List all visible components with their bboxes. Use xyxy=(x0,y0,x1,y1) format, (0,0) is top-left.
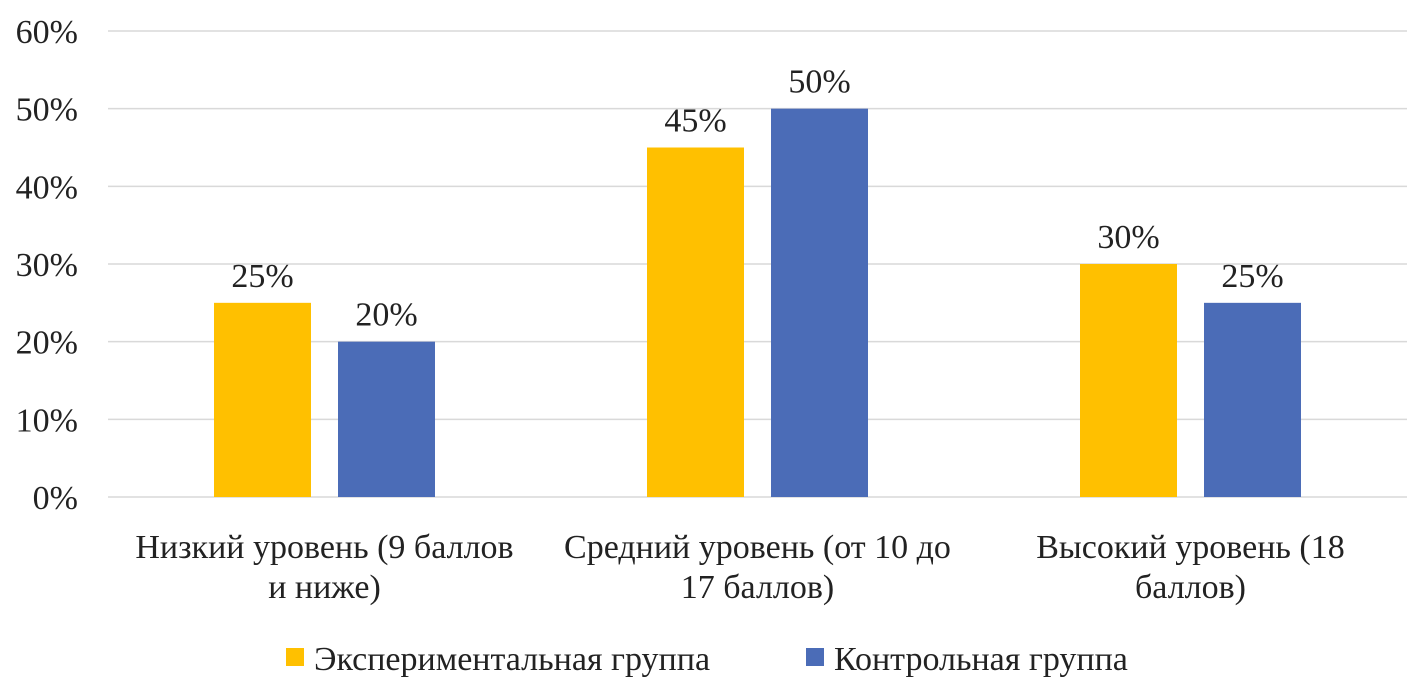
y-tick-label: 30% xyxy=(16,247,78,284)
legend-label: Экспериментальная группа xyxy=(314,641,710,678)
data-label: 45% xyxy=(664,103,726,140)
data-label: 50% xyxy=(788,64,850,101)
data-label: 25% xyxy=(1221,258,1283,295)
y-tick-label: 40% xyxy=(16,169,78,206)
bar xyxy=(1080,264,1177,497)
y-tick-label: 50% xyxy=(16,92,78,129)
bar xyxy=(214,302,311,497)
y-tick-label: 10% xyxy=(16,402,78,439)
x-category-label: Средний уровень (от 10 до xyxy=(564,529,951,566)
x-category-label: Высокий уровень (18 xyxy=(1036,529,1345,566)
y-tick-label: 60% xyxy=(16,14,78,51)
bar xyxy=(771,108,868,498)
bar xyxy=(1204,302,1301,497)
data-label: 20% xyxy=(355,297,417,334)
y-tick-label: 0% xyxy=(33,480,78,517)
legend-swatch xyxy=(286,648,304,666)
y-tick-label: 20% xyxy=(16,325,78,362)
x-category-label: и ниже) xyxy=(268,569,381,606)
x-category-label: Низкий уровень (9 баллов xyxy=(135,529,513,566)
legend-label: Контрольная группа xyxy=(834,641,1128,678)
data-label: 30% xyxy=(1097,219,1159,256)
legend-swatch xyxy=(806,648,824,666)
x-category-label: баллов) xyxy=(1135,569,1246,606)
bar xyxy=(338,341,435,497)
x-category-label: 17 баллов) xyxy=(681,569,835,606)
data-label: 25% xyxy=(231,258,293,295)
bar xyxy=(647,147,744,497)
